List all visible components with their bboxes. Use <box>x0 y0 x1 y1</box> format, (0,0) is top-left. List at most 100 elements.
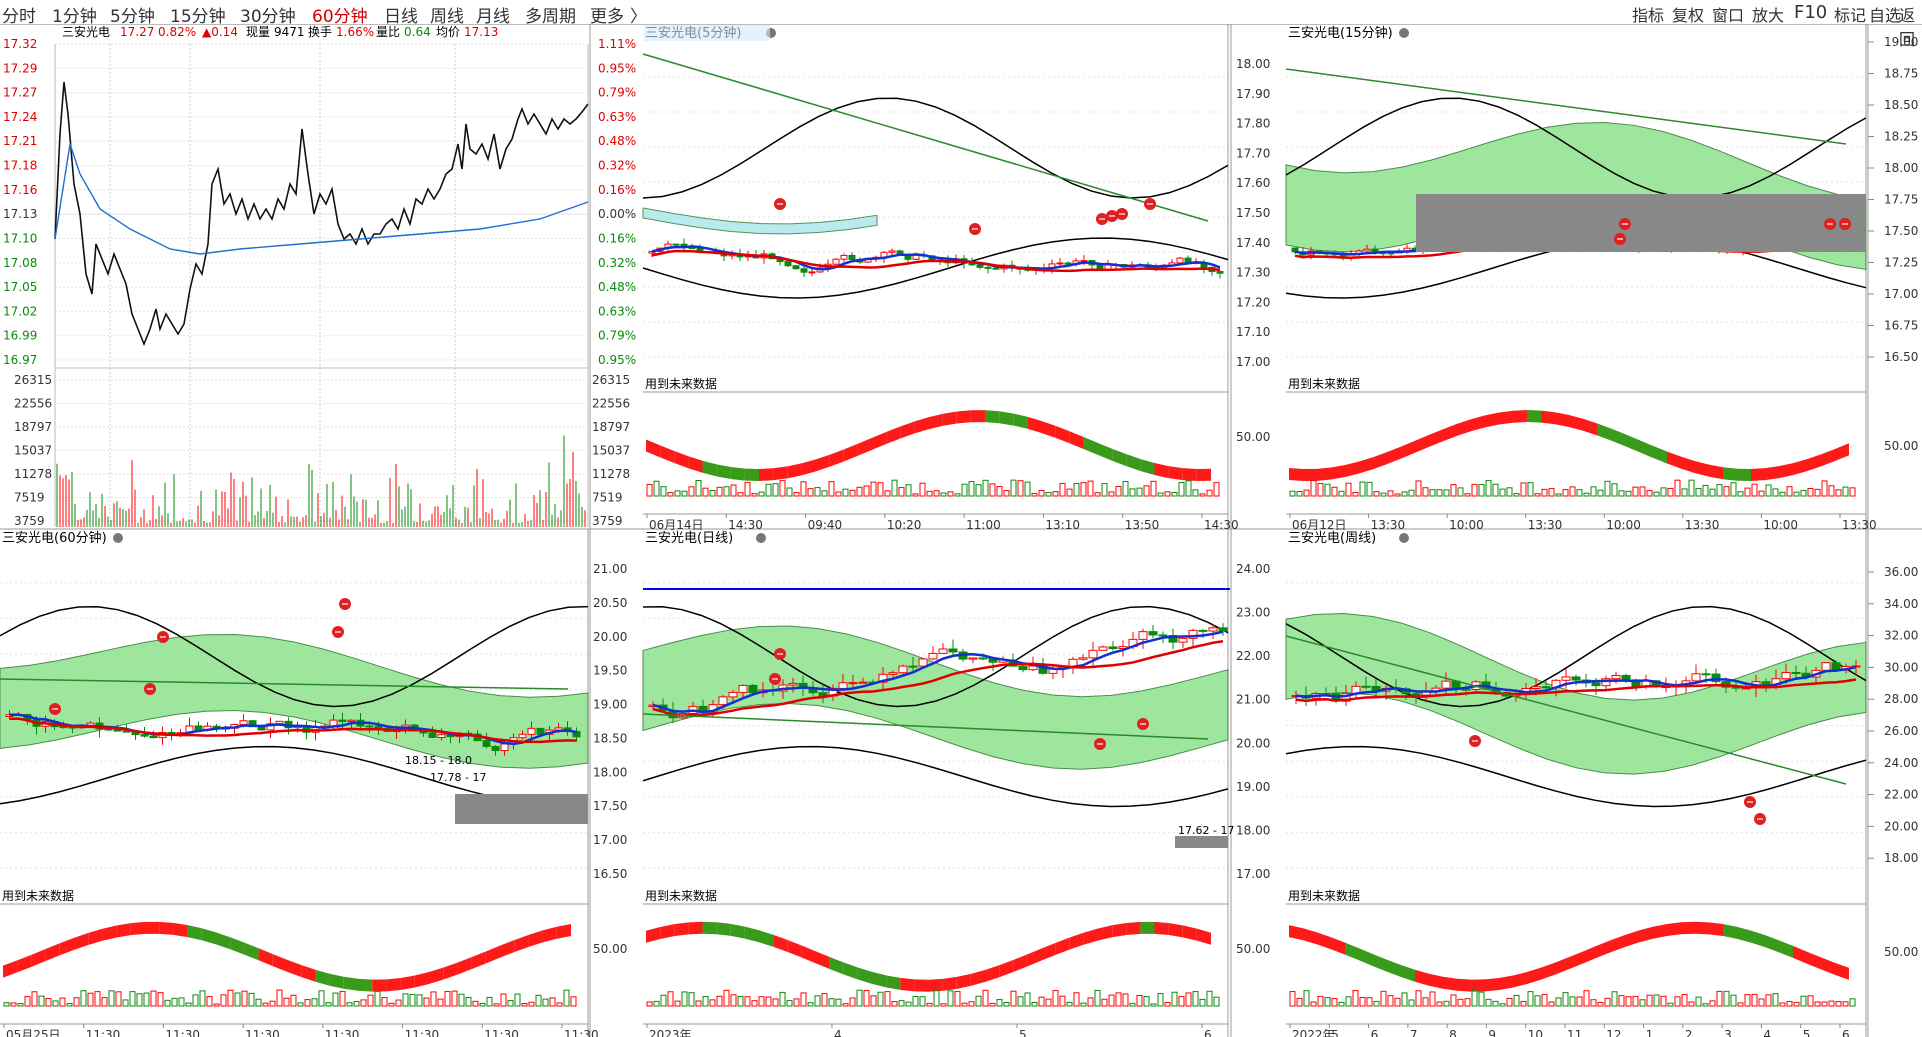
osc-segment <box>716 464 731 480</box>
period-tab-4[interactable]: 30分钟 <box>240 7 296 27</box>
osc-bar <box>136 993 143 1007</box>
candle-body <box>113 729 122 732</box>
candle-body <box>1218 627 1228 632</box>
osc-segment <box>1415 969 1429 986</box>
osc-bar <box>954 991 961 1007</box>
osc-segment <box>1303 468 1317 481</box>
price-tick: 17.21 <box>3 134 37 148</box>
osc-bar <box>1199 998 1206 1007</box>
period-tab-8[interactable]: 月线 <box>476 7 510 27</box>
osc-segment <box>999 959 1014 978</box>
period-tab-0[interactable]: 分时 <box>2 7 36 27</box>
period-tab-7[interactable]: 周线 <box>430 7 464 27</box>
osc-segment <box>130 921 145 936</box>
candle-body <box>688 247 696 250</box>
osc-bar <box>828 998 835 1007</box>
osc-segment <box>1779 940 1793 958</box>
osc-segment <box>730 467 745 481</box>
osc-tick: 50.00 <box>1236 942 1270 956</box>
osc-segment <box>970 410 985 423</box>
osc-bar <box>192 994 199 1007</box>
candle-body <box>1621 674 1631 681</box>
candle-body <box>122 730 131 733</box>
right-tick: 24.00 <box>1884 756 1918 770</box>
candle-body <box>365 725 374 728</box>
osc-bar <box>674 1000 681 1007</box>
osc-bar <box>821 993 828 1007</box>
osc-bar <box>1807 995 1814 1007</box>
osc-segment <box>1182 468 1197 482</box>
osc-bar <box>1310 480 1317 497</box>
minute-title: 三安光电 <box>62 24 110 39</box>
osc-bar <box>1387 490 1394 497</box>
x-tick: 6 <box>1204 1028 1212 1037</box>
osc-bar <box>702 487 709 497</box>
osc-bar <box>1842 1001 1849 1007</box>
osc-bar <box>842 1003 849 1007</box>
osc-segment <box>500 940 515 958</box>
candle-body <box>1158 634 1168 637</box>
price-tick: 17.10 <box>3 231 37 245</box>
period-tab-9[interactable]: 多周期 <box>525 7 576 27</box>
osc-bar <box>1513 994 1520 1007</box>
osc-segment <box>1541 962 1555 980</box>
period-tab-1[interactable]: 1分钟 <box>52 7 97 27</box>
tool-button-3[interactable]: 放大 <box>1752 6 1785 25</box>
tool-button-0[interactable]: 指标 <box>1632 6 1665 25</box>
osc-bar <box>891 1001 898 1007</box>
period-tab-10[interactable]: 更多 <box>590 7 624 27</box>
candle-body <box>1711 673 1721 683</box>
tool-button-7[interactable]: 返回 <box>1899 6 1916 49</box>
osc-bar <box>262 1002 269 1007</box>
osc-bar <box>730 484 737 497</box>
x-tick: 7 <box>1410 1028 1418 1037</box>
osc-bar <box>1744 487 1751 497</box>
pct-tick: 0.48% <box>598 134 636 148</box>
tool-button-4[interactable]: F10 <box>1794 2 1828 23</box>
period-tab-2[interactable]: 5分钟 <box>110 7 155 27</box>
tool-button-2[interactable]: 窗口 <box>1712 6 1745 25</box>
osc-segment <box>815 454 830 472</box>
x-tick: 3 <box>1724 1028 1732 1037</box>
osc-bar <box>1052 990 1059 1007</box>
osc-bar <box>1010 479 1017 497</box>
minute-avg: 17.13 <box>464 25 498 39</box>
osc-bar <box>199 990 206 1007</box>
osc-segment <box>759 468 774 482</box>
trend-line <box>642 53 1209 222</box>
osc-segment <box>1098 442 1113 461</box>
osc-bar <box>1751 483 1758 497</box>
period-tab-11[interactable]: 〉 <box>630 7 647 27</box>
osc-segment <box>999 411 1014 426</box>
pct-tick: 0.95% <box>598 61 636 75</box>
x-tick: 6 <box>1371 1028 1379 1037</box>
osc-bar <box>556 1002 563 1007</box>
y-tick: 19.00 <box>593 698 627 712</box>
osc-bar <box>1576 489 1583 497</box>
osc-bar <box>1457 998 1464 1007</box>
osc-bar <box>1541 488 1548 497</box>
osc-segment <box>970 969 985 986</box>
osc-bar <box>1024 481 1031 497</box>
period-tab-3[interactable]: 15分钟 <box>170 7 226 27</box>
osc-segment <box>1331 937 1345 955</box>
osc-bar <box>367 994 374 1007</box>
osc-segment <box>386 978 401 992</box>
osc-bar <box>954 493 961 497</box>
period-tab-6[interactable]: 日线 <box>384 7 418 27</box>
candle-body <box>437 734 446 738</box>
tool-button-6[interactable]: 自选 <box>1869 6 1902 25</box>
candle-body <box>1078 657 1088 660</box>
tool-button-1[interactable]: 复权 <box>1672 6 1705 25</box>
pct-tick: 0.63% <box>598 110 636 124</box>
osc-bar <box>563 989 570 1007</box>
right-tick: 26.00 <box>1884 724 1918 738</box>
period-tab-5[interactable]: 60分钟 <box>312 7 368 27</box>
osc-bar <box>1520 482 1527 497</box>
osc-bar <box>1199 493 1206 497</box>
osc-bar <box>549 997 556 1007</box>
osc-segment <box>1429 429 1443 447</box>
tool-button-5[interactable]: 标记 <box>1834 6 1867 25</box>
osc-bar <box>1136 994 1143 1007</box>
osc-bar <box>1087 480 1094 497</box>
